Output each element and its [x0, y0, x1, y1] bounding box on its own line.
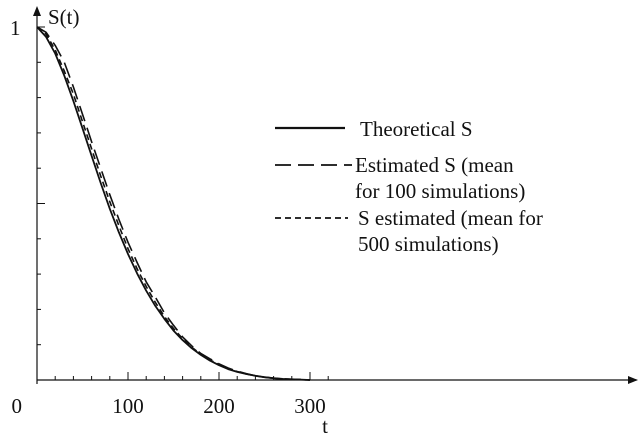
y-tick-label: 1: [10, 16, 21, 40]
series-line-3: [36, 26, 311, 381]
legend-label-1: Theoretical S: [360, 117, 473, 141]
legend-label-3: 500 simulations): [358, 232, 499, 256]
tick-marks: [37, 26, 329, 380]
x-tick-label: 0: [12, 394, 23, 418]
x-tick-label: 300: [294, 394, 326, 418]
axes: [33, 6, 638, 384]
legend-label-2: for 100 simulations): [355, 179, 525, 203]
y-axis-arrowhead: [33, 6, 41, 16]
tick-labels: 0 100 200 300 1: [10, 16, 326, 418]
series-line-1: [36, 26, 311, 381]
x-axis-arrowhead: [628, 376, 638, 384]
x-tick-label: 200: [203, 394, 235, 418]
x-axis-label: t: [322, 414, 328, 436]
series-line-2: [36, 26, 311, 381]
y-axis-label: S(t): [48, 5, 80, 29]
x-tick-label: 100: [112, 394, 144, 418]
legend-label-3: S estimated (mean for: [358, 206, 543, 230]
legend-label-2: Estimated S (mean: [355, 153, 514, 177]
series-lines: [36, 26, 311, 381]
